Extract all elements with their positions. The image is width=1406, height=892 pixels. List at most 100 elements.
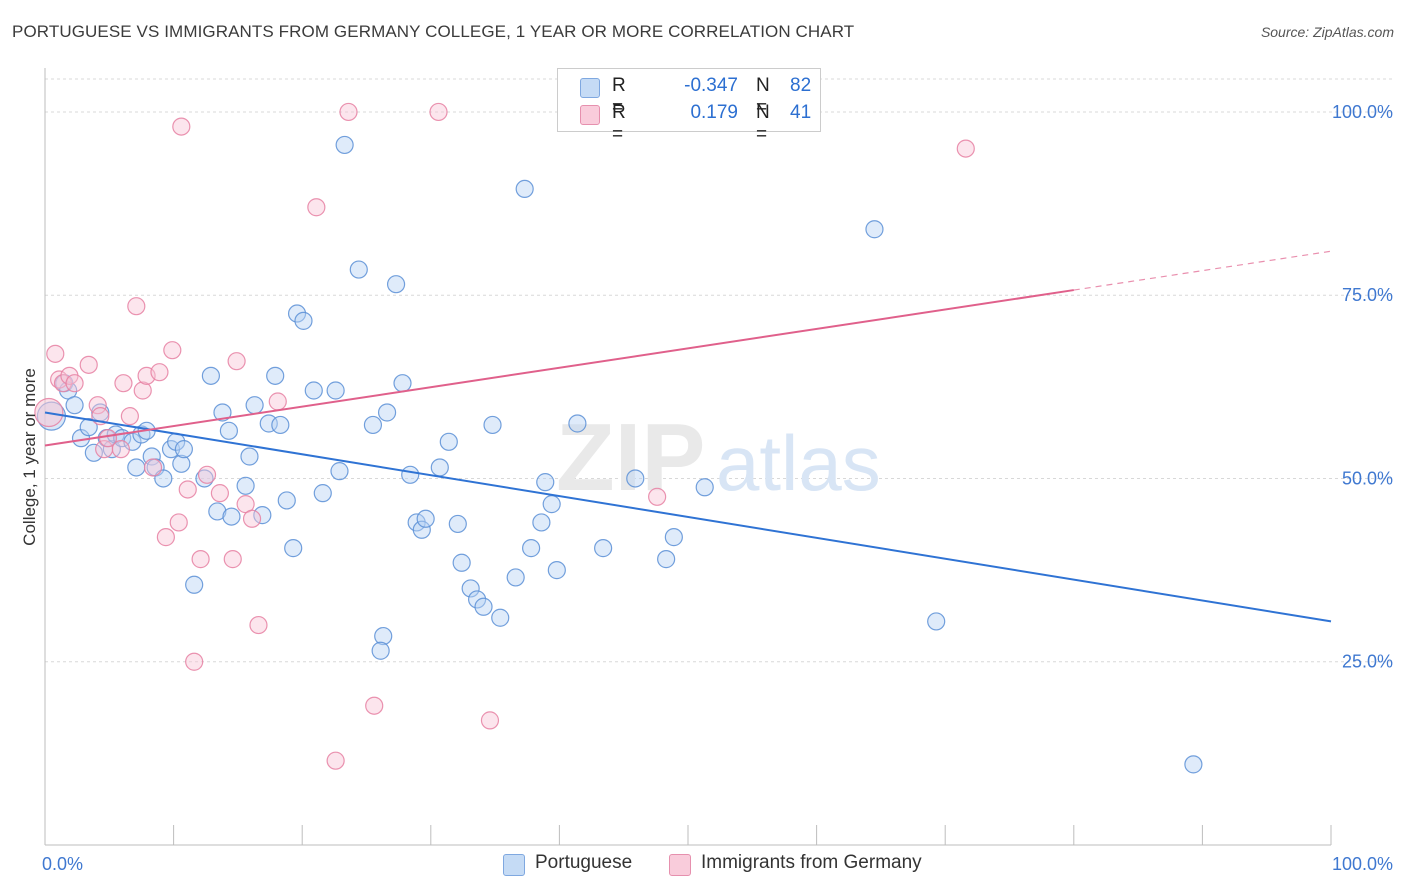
y-tick-label: 100.0% [1332,102,1393,122]
y-axis-label: College, 1 year or more [20,368,39,546]
trend-lines [44,250,1332,623]
data-point [522,539,541,558]
data-point [648,487,667,506]
watermark-zip: ZIP [556,404,705,511]
data-point [371,641,390,660]
data-point [79,355,98,374]
data-point [242,509,262,528]
data-point [227,352,246,371]
data-point [695,478,714,497]
data-point [253,506,272,525]
axes [44,68,1332,846]
data-point [657,550,676,569]
legend-label-portuguese: Portuguese [535,852,633,873]
x-tick-label-max: 100.0% [1332,854,1393,874]
data-point [127,297,146,316]
correlation-legend: R = -0.347 N = 82 R = 0.179 N = 41 [557,68,821,145]
grid-lines [45,78,1392,663]
data-point [326,751,345,770]
data-point [143,458,163,477]
legend-swatch-pink [669,854,691,876]
data-point [172,454,191,473]
data-point [172,117,191,136]
data-point [416,509,435,528]
data-point [439,432,458,451]
data-point [515,179,534,199]
legend-r-value: -0.347 [684,75,738,96]
data-point [430,458,449,477]
watermark: ZIP atlas [556,404,881,511]
data-point [386,275,406,294]
x-tick-label-min: 0.0% [42,854,83,874]
data-point [626,469,645,488]
data-point [277,491,296,510]
data-point [287,304,307,323]
data-point [65,396,84,415]
data-point [284,539,303,558]
data-point [393,374,412,393]
legend-swatch-blue [580,78,600,98]
data-point [259,414,278,433]
data-point [120,407,139,426]
data-point [532,513,551,532]
data-point [474,597,493,616]
legend-r-label: R = [612,75,626,118]
data-point [349,260,368,279]
data-point [467,590,487,609]
data-point [452,553,471,572]
data-point [429,102,448,122]
data-point [363,415,383,435]
data-point [483,415,502,435]
legend-n-value: 82 [790,75,812,96]
data-point [365,696,384,715]
data-point [88,396,107,415]
data-point [65,374,84,393]
data-point [956,139,975,158]
data-point [133,381,152,400]
watermark-atlas: atlas [716,419,881,507]
chart-source: Source: ZipAtlas.com [1260,24,1394,40]
data-point [163,341,182,360]
data-point [219,421,238,440]
data-point [377,403,397,422]
legend-swatch-blue [503,854,525,876]
data-point [313,484,332,503]
data-point [271,415,290,435]
data-point [412,520,431,539]
y-tick-label: 25.0% [1342,652,1393,672]
data-point [150,363,169,382]
data-point [127,458,146,477]
legend-n-label: N = [756,75,770,118]
trend-line [44,411,1332,623]
data-point [330,462,349,481]
data-point [156,528,175,547]
data-point [594,539,613,558]
data-point [326,381,345,400]
data-point [865,220,884,239]
y-tick-label: 50.0% [1342,468,1393,488]
germany-points [34,102,975,770]
data-point [169,513,188,532]
legend-r-value: 0.179 [690,102,738,123]
data-point [222,507,241,526]
data-point [506,568,525,587]
data-point [111,440,130,459]
data-point [210,484,229,503]
data-point [208,502,227,521]
data-point [178,480,197,499]
data-point [84,443,103,462]
data-point [294,311,313,330]
data-point [664,528,683,547]
data-point [201,366,220,385]
data-point [480,711,500,730]
data-point [536,473,555,492]
data-point [240,447,259,466]
data-point [547,561,566,580]
data-point [191,550,210,569]
data-point [46,344,65,363]
data-point [185,575,204,594]
chart-title: PORTUGUESE VS IMMIGRANTS FROM GERMANY CO… [12,22,855,41]
legend-n-label: N = [756,102,770,145]
axis-labels: 25.0% 50.0% 75.0% 100.0% 0.0% 100.0% [42,102,1393,874]
